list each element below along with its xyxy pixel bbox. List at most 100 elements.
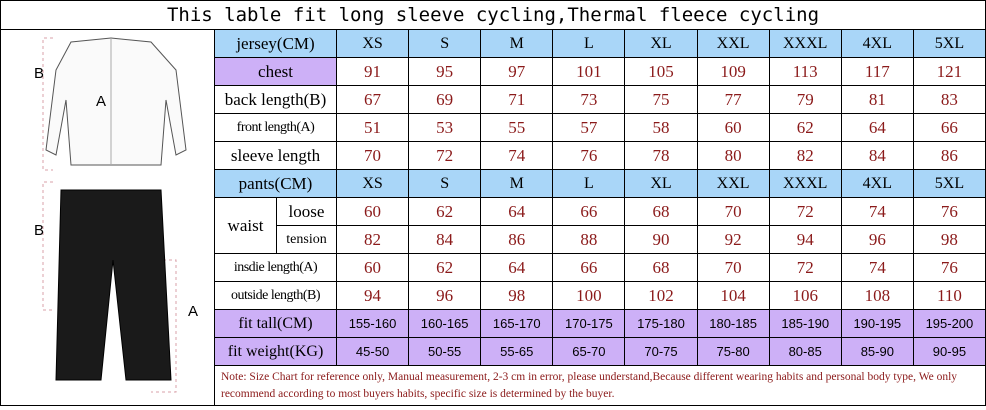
value-cell: 70 [697,254,770,282]
size-header: L [553,30,626,58]
value-cell: 74 [841,254,914,282]
value-cell: 75 [625,86,698,114]
row-label: tension [277,226,337,254]
value-cell: 64 [481,198,554,226]
value-cell: 62 [409,254,482,282]
title: This lable fit long sleeve cycling,Therm… [0,0,986,30]
range-cell: 80-85 [769,338,842,366]
size-header: XXL [697,30,770,58]
value-cell: 84 [409,226,482,254]
value-cell: 72 [409,142,482,170]
row-label: fit weight(KG) [215,338,337,366]
value-cell: 66 [553,254,626,282]
value-cell: 53 [409,114,482,142]
range-cell: 160-165 [409,310,482,338]
value-cell: 60 [697,114,770,142]
value-cell: 66 [553,198,626,226]
row-label: sleeve length [215,142,337,170]
size-header: 5XL [913,30,986,58]
value-cell: 76 [913,254,986,282]
jersey-label-a: A [96,93,107,110]
value-cell: 66 [913,114,986,142]
value-cell: 78 [625,142,698,170]
value-cell: 82 [769,142,842,170]
value-cell: 96 [841,226,914,254]
value-cell: 67 [337,86,410,114]
value-cell: 96 [409,282,482,310]
value-cell: 110 [913,282,986,310]
size-header: 4XL [841,30,914,58]
size-header: XS [337,170,410,198]
value-cell: 105 [625,58,698,86]
value-cell: 100 [553,282,626,310]
range-cell: 155-160 [337,310,410,338]
size-header: M [481,170,554,198]
value-cell: 80 [697,142,770,170]
value-cell: 94 [337,282,410,310]
size-header: L [553,170,626,198]
size-header: XS [337,30,410,58]
size-header: S [409,30,482,58]
value-cell: 60 [337,198,410,226]
size-header: XXL [697,170,770,198]
range-cell: 190-195 [841,310,914,338]
value-cell: 98 [913,226,986,254]
value-cell: 70 [697,198,770,226]
value-cell: 55 [481,114,554,142]
value-cell: 72 [769,254,842,282]
value-cell: 76 [553,142,626,170]
value-cell: 117 [841,58,914,86]
value-cell: 57 [553,114,626,142]
value-cell: 70 [337,142,410,170]
value-cell: 79 [769,86,842,114]
value-cell: 72 [769,198,842,226]
value-cell: 60 [337,254,410,282]
row-label: front length(A) [215,114,337,142]
value-cell: 109 [697,58,770,86]
value-cell: 64 [841,114,914,142]
size-header: XL [625,170,698,198]
range-cell: 50-55 [409,338,482,366]
value-cell: 84 [841,142,914,170]
range-cell: 165-170 [481,310,554,338]
figure-panel: B A B A [0,30,215,406]
value-cell: 77 [697,86,770,114]
range-cell: 70-75 [625,338,698,366]
range-cell: 45-50 [337,338,410,366]
value-cell: 74 [841,198,914,226]
row-label: loose [277,198,337,226]
value-cell: 83 [913,86,986,114]
value-cell: 97 [481,58,554,86]
value-cell: 108 [841,282,914,310]
header-label: jersey(CM) [215,30,337,58]
value-cell: 113 [769,58,842,86]
size-header: XXXL [769,170,842,198]
value-cell: 94 [769,226,842,254]
value-cell: 95 [409,58,482,86]
size-header: XL [625,30,698,58]
row-label: fit tall(CM) [215,310,337,338]
pants-label-a: A [188,303,199,320]
value-cell: 69 [409,86,482,114]
value-cell: 76 [913,198,986,226]
value-cell: 62 [769,114,842,142]
value-cell: 121 [913,58,986,86]
row-label: back length(B) [215,86,337,114]
range-cell: 195-200 [913,310,986,338]
note: Note: Size Chart for reference only, Man… [215,366,986,406]
header-label: pants(CM) [215,170,337,198]
value-cell: 74 [481,142,554,170]
range-cell: 170-175 [553,310,626,338]
size-header: 4XL [841,170,914,198]
value-cell: 51 [337,114,410,142]
value-cell: 86 [913,142,986,170]
value-cell: 62 [409,198,482,226]
value-cell: 68 [625,254,698,282]
range-cell: 90-95 [913,338,986,366]
jersey-label-b: B [34,65,45,82]
range-cell: 65-70 [553,338,626,366]
value-cell: 91 [337,58,410,86]
size-header: M [481,30,554,58]
value-cell: 68 [625,198,698,226]
row-label: outside length(B) [215,282,337,310]
